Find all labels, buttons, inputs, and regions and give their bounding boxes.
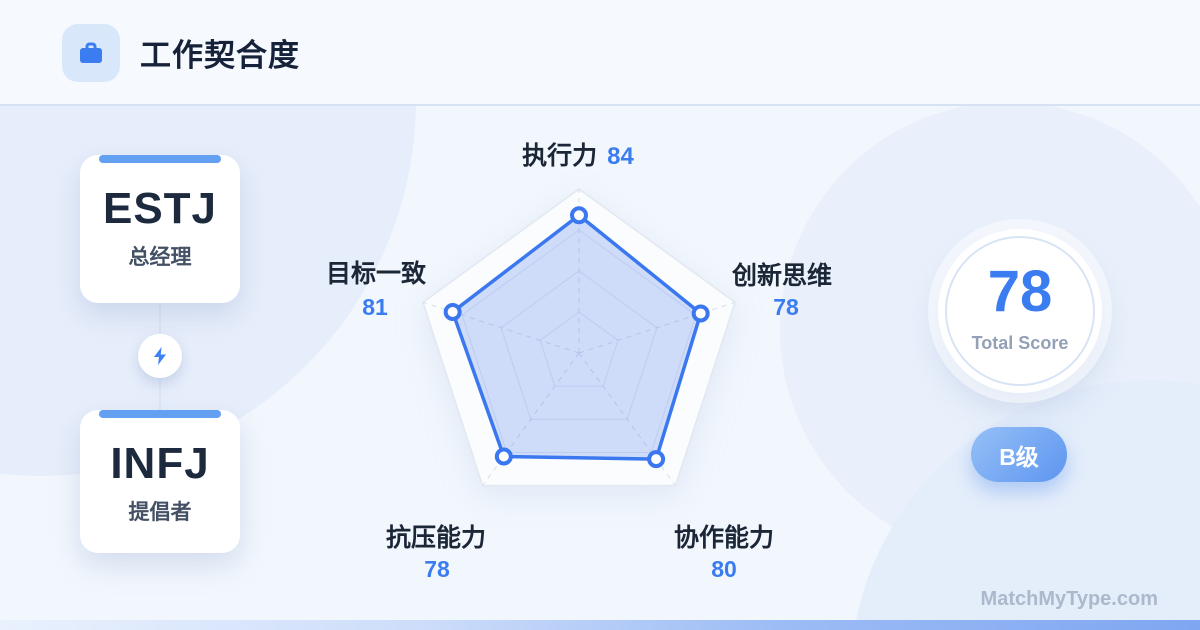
radar-axis-value-collaboration: 80 [711,556,737,582]
mbti-role-right: 提倡者 [128,501,192,525]
axis-label-text: 执行力 [522,142,598,170]
radar-chart [422,188,736,487]
mbti-card-right: INFJ 提倡者 [80,410,240,553]
lightning-icon [154,347,166,365]
radar-axis-label-execution: 执行力 84 [522,136,634,172]
mbti-role-left: 总经理 [128,246,192,270]
radar-spoke [578,352,676,486]
radar-grid-ring [539,311,619,387]
radar-data-point [691,304,710,323]
bottom-accent-bar [0,620,1200,630]
radar-data-point [647,450,666,469]
axis-value-text: 84 [607,143,634,170]
radar-axis-label-goal-alignment: 目标一致 [325,260,427,288]
total-score-circle: 78 Total Score [938,229,1102,393]
radar-spoke [482,352,580,486]
radar-spoke [422,301,580,354]
radar-axis-value-goal-alignment: 81 [362,294,388,320]
briefcase-icon [80,42,102,63]
radar-data-point [570,206,588,225]
grade-badge: B级 [971,427,1067,482]
radar-data-point [494,447,513,466]
lightning-icon [138,334,182,378]
radar-data-point [443,302,462,321]
radar-axis-label-innovation: 创新思维 [731,262,833,290]
mbti-type-right: INFJ [110,439,210,488]
radar-spoke [578,301,736,354]
watermark-text: MatchMyType.com [980,588,1158,610]
radar-grid-ring [500,270,658,420]
briefcase-icon [62,24,120,82]
mbti-type-left: ESTJ [102,184,218,233]
mbti-card-left: ESTJ 总经理 [80,155,240,303]
radar-data-polygon [450,213,703,461]
radar-grid-ring [461,229,697,454]
header-bar: 工作契合度 [0,0,1200,106]
score-ring [945,236,1095,386]
card-accent-bar [99,155,221,163]
page-title: 工作契合度 [140,37,300,73]
radar-outer-ring [422,188,736,487]
radar-axis-value-stress: 78 [424,556,450,582]
radar-axis-label-stress: 抗压能力 [385,524,487,552]
radar-axis-label-collaboration: 协作能力 [673,524,775,552]
radar-axis-value-innovation: 78 [773,294,799,320]
card-accent-bar [99,410,221,418]
